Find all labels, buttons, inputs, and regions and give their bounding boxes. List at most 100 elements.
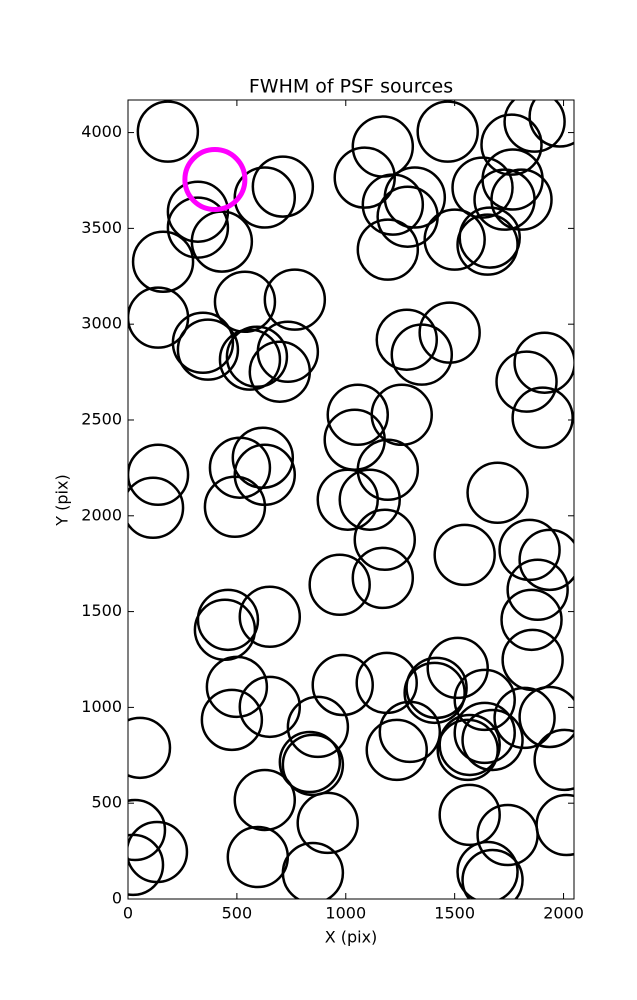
source-circle bbox=[533, 728, 574, 792]
source-circle bbox=[476, 803, 539, 867]
source-circle bbox=[356, 438, 420, 502]
source-circle bbox=[453, 701, 516, 765]
y-tick-label: 500 bbox=[91, 793, 122, 812]
source-circle bbox=[233, 443, 297, 507]
source-circle bbox=[238, 675, 302, 739]
source-circle bbox=[128, 716, 172, 780]
source-circle bbox=[403, 661, 466, 725]
source-circle bbox=[128, 833, 165, 897]
x-tick-label: 1000 bbox=[325, 904, 366, 923]
source-circle bbox=[196, 588, 260, 652]
plot-area bbox=[128, 100, 574, 899]
source-circle bbox=[263, 268, 327, 331]
source-circle bbox=[203, 475, 267, 539]
source-circle bbox=[281, 733, 345, 797]
source-circle bbox=[426, 636, 489, 700]
source-circle bbox=[490, 168, 553, 231]
source-circle bbox=[333, 146, 396, 209]
source-circle bbox=[238, 585, 302, 649]
y-tick-label: 3500 bbox=[81, 218, 122, 237]
source-circle bbox=[213, 270, 277, 334]
source-circle bbox=[218, 328, 282, 391]
source-circle bbox=[518, 685, 574, 749]
source-circle bbox=[438, 713, 501, 777]
axes-frame bbox=[127, 99, 575, 900]
source-circle bbox=[461, 708, 524, 772]
y-axis-label: Y (pix) bbox=[53, 474, 72, 526]
source-circle bbox=[225, 325, 289, 389]
source-circle bbox=[131, 230, 195, 293]
y-tick-label: 0 bbox=[112, 889, 122, 908]
source-circle bbox=[281, 841, 345, 899]
source-circle bbox=[535, 793, 574, 857]
chart-title: FWHM of PSF sources bbox=[249, 76, 453, 98]
source-circle bbox=[511, 386, 574, 449]
source-circle bbox=[480, 113, 543, 176]
source-circle bbox=[361, 173, 425, 236]
source-circle bbox=[528, 100, 574, 148]
source-circle bbox=[365, 718, 428, 782]
source-circle bbox=[278, 730, 342, 794]
source-circle bbox=[200, 688, 264, 752]
source-circle bbox=[171, 311, 235, 375]
source-circle bbox=[311, 653, 374, 717]
source-circle bbox=[136, 100, 200, 163]
source-circle bbox=[451, 156, 514, 219]
source-circle bbox=[176, 318, 240, 381]
y-tick-label: 1500 bbox=[81, 601, 122, 620]
source-circle bbox=[456, 840, 519, 899]
source-circle bbox=[518, 528, 574, 592]
source-circle bbox=[128, 443, 190, 507]
x-axis-label: X (pix) bbox=[325, 928, 378, 947]
source-circle bbox=[128, 798, 167, 862]
source-circle bbox=[495, 350, 558, 413]
source-circle bbox=[190, 210, 254, 273]
source-circle bbox=[370, 383, 433, 447]
source-circle bbox=[308, 553, 371, 617]
source-circle bbox=[466, 461, 529, 525]
x-tick-label: 0 bbox=[123, 904, 133, 923]
source-circle bbox=[500, 588, 563, 652]
y-tick-label: 4000 bbox=[81, 122, 122, 141]
source-circle bbox=[423, 208, 486, 271]
y-tick-label: 1000 bbox=[81, 697, 122, 716]
source-circle bbox=[326, 383, 390, 447]
y-tick-label: 2500 bbox=[81, 409, 122, 428]
source-circle bbox=[251, 155, 315, 218]
source-circle bbox=[375, 308, 438, 371]
source-circle bbox=[226, 825, 290, 889]
source-circle bbox=[498, 518, 561, 582]
x-tick-label: 1500 bbox=[434, 904, 475, 923]
source-circle bbox=[338, 468, 401, 531]
source-circle bbox=[493, 686, 556, 750]
source-circle bbox=[128, 476, 185, 539]
source-circle bbox=[353, 508, 417, 571]
source-circle bbox=[506, 558, 569, 621]
source-circle bbox=[286, 695, 350, 759]
source-circle bbox=[458, 206, 521, 269]
source-circle bbox=[501, 628, 564, 692]
source-circle bbox=[418, 301, 481, 364]
source-circle bbox=[296, 791, 359, 855]
source-circle bbox=[256, 320, 320, 384]
x-tick-label: 500 bbox=[222, 904, 253, 923]
source-circle bbox=[438, 783, 501, 847]
source-circle bbox=[433, 523, 496, 587]
source-circle bbox=[456, 213, 519, 276]
source-circle bbox=[351, 546, 415, 610]
source-circle bbox=[356, 218, 420, 281]
source-circle bbox=[233, 166, 297, 229]
source-circle bbox=[205, 655, 269, 719]
source-circle bbox=[383, 166, 447, 229]
source-circle bbox=[231, 426, 295, 489]
source-circle bbox=[503, 100, 566, 153]
source-circle bbox=[405, 656, 468, 720]
source-circle bbox=[513, 331, 574, 394]
source-circle bbox=[316, 468, 379, 531]
y-tick-label: 2000 bbox=[81, 505, 122, 524]
y-tick-label: 3000 bbox=[81, 314, 122, 333]
source-circle bbox=[376, 185, 439, 248]
source-circle bbox=[416, 100, 479, 163]
source-circle bbox=[453, 668, 516, 732]
